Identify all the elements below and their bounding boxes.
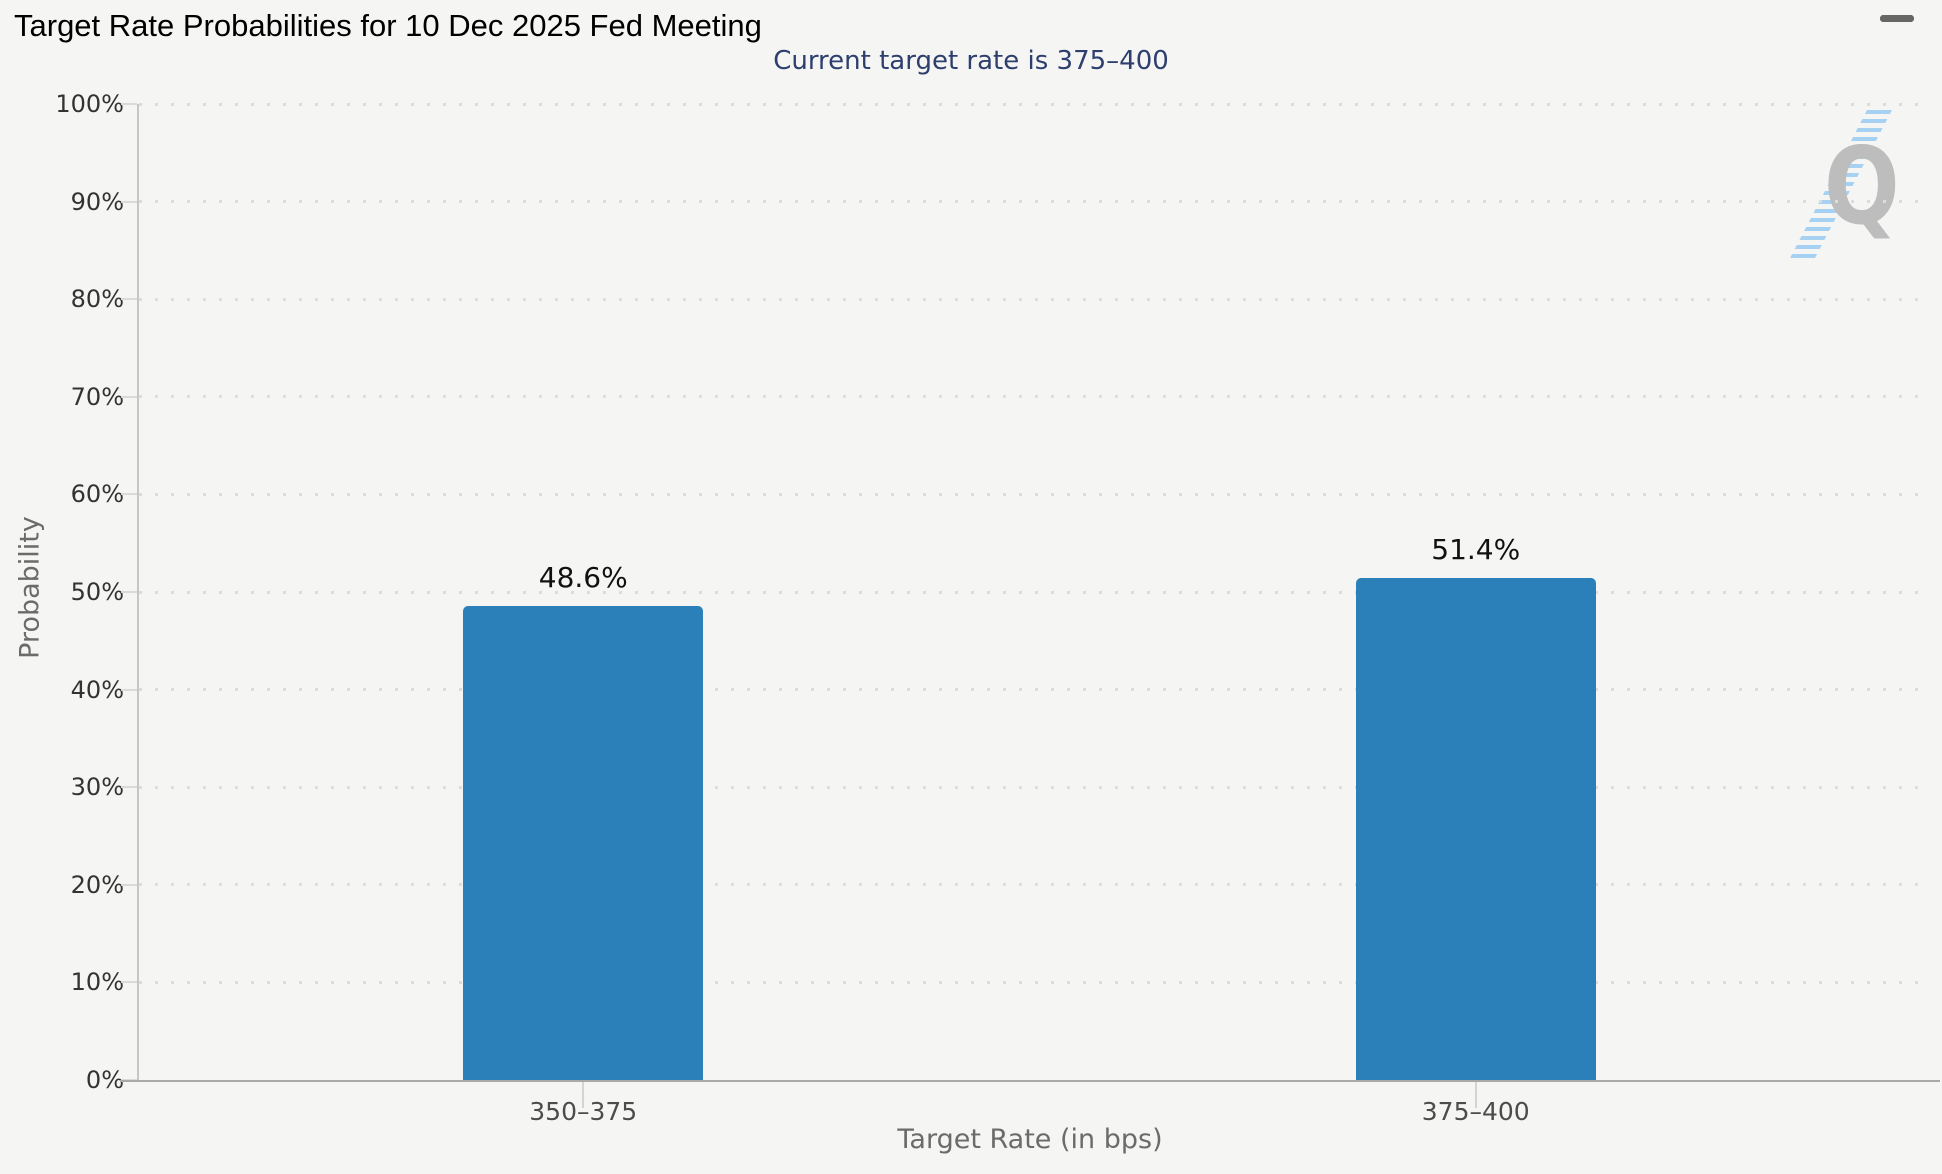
y-tick-label: 50% <box>70 578 124 606</box>
y-tick-label: 90% <box>70 187 124 216</box>
grid-line <box>139 102 1922 106</box>
y-tick-mark <box>121 688 137 691</box>
bar[interactable] <box>1355 578 1596 1080</box>
grid-line <box>139 395 1922 399</box>
y-tick-mark <box>121 493 137 496</box>
x-tick-label: 375–400 <box>1421 1097 1530 1126</box>
y-tick-label: 20% <box>70 870 124 899</box>
grid-line <box>139 980 1922 984</box>
x-axis-title: Target Rate (in bps) <box>897 1124 1163 1155</box>
grid-line <box>139 688 1922 692</box>
y-axis-line <box>137 104 139 1080</box>
y-tick-mark <box>121 981 137 984</box>
y-tick-label: 100% <box>55 90 124 118</box>
y-tick-mark <box>121 298 137 301</box>
y-tick-label: 80% <box>70 285 124 314</box>
y-tick-mark <box>121 786 137 789</box>
y-tick-label: 70% <box>70 382 124 411</box>
y-tick-mark <box>121 883 137 886</box>
y-tick-label: 10% <box>70 968 124 997</box>
y-tick-label: 30% <box>70 773 124 802</box>
y-axis-title: Probability <box>14 516 46 659</box>
y-tick-label: 0% <box>85 1066 124 1094</box>
y-tick-mark <box>121 200 137 203</box>
grid-line <box>139 492 1922 496</box>
y-tick-label: 40% <box>70 675 124 704</box>
x-tick-label: 350–375 <box>529 1097 638 1126</box>
x-tick-mark <box>1474 1082 1477 1108</box>
quikstrike-watermark: Q <box>1788 108 1908 268</box>
watermark-q-logo-icon: Q <box>1824 125 1900 248</box>
grid-line <box>139 590 1922 594</box>
grid-line <box>139 297 1922 301</box>
bar-value-label: 51.4% <box>1431 533 1521 567</box>
y-tick-mark <box>121 103 137 105</box>
grid-line <box>139 200 1922 204</box>
chart-subtitle: Current target rate is 375–400 <box>773 46 1169 76</box>
x-tick-mark <box>582 1082 585 1108</box>
grid-line <box>139 883 1922 887</box>
chart-title: Target Rate Probabilities for 10 Dec 202… <box>14 8 762 43</box>
y-tick-label: 60% <box>70 480 124 509</box>
y-tick-mark <box>121 395 137 398</box>
bar-value-label: 48.6% <box>538 560 628 594</box>
x-axis-line <box>120 1080 1940 1082</box>
bar[interactable] <box>463 605 704 1080</box>
chart-context-menu-button[interactable] <box>1880 15 1914 47</box>
grid-line <box>139 785 1922 789</box>
y-tick-mark <box>121 591 137 593</box>
